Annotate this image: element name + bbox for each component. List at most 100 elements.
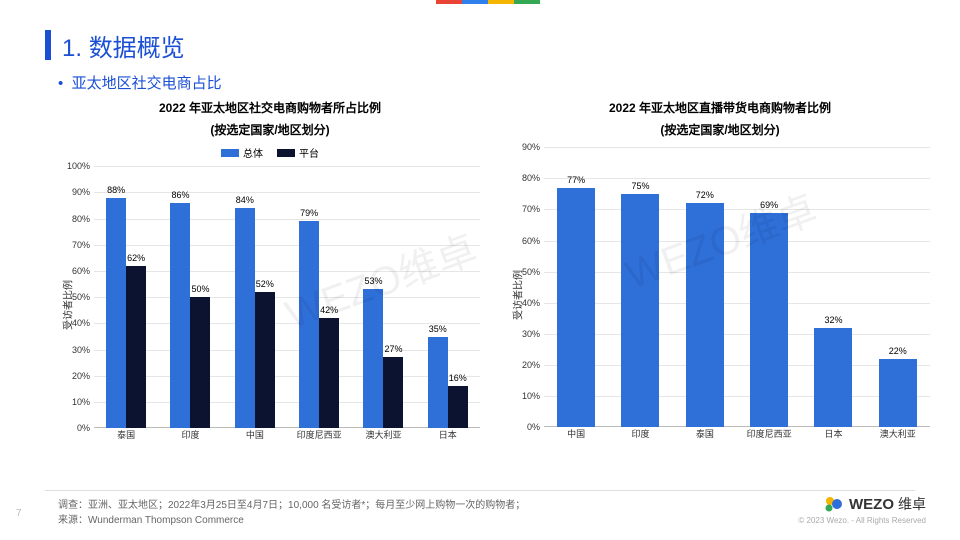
chart-2: 2022 年亚太地区直播带货电商购物者比例 (按选定国家/地区划分) 受访者比例…: [510, 98, 930, 443]
ytick-label: 40%: [60, 318, 90, 328]
logo-text-cn: 维卓: [898, 494, 926, 514]
ytick-label: 80%: [60, 214, 90, 224]
bar-value-label: 16%: [449, 373, 467, 383]
ytick-label: 100%: [60, 161, 90, 171]
bar: 77%: [557, 188, 595, 428]
logo-text-main: WEZO: [849, 496, 894, 513]
footer-divider: [45, 490, 915, 491]
bar-value-label: 79%: [300, 208, 318, 218]
bar-group: 75%: [608, 147, 672, 427]
top-accent: [436, 0, 540, 4]
bar: 42%: [319, 318, 339, 428]
bar: 35%: [428, 337, 448, 429]
legend-item: 平台: [277, 145, 319, 160]
footer-line2: 来源：Wunderman Thompson Commerce: [58, 513, 525, 528]
bar-group: 53%27%: [351, 166, 415, 428]
category-label: 澳大利亚: [866, 427, 930, 443]
chart-1-title-line2: (按选定国家/地区划分): [60, 120, 480, 142]
logo: WEZO 维卓: [823, 494, 926, 514]
bar-value-label: 72%: [696, 190, 714, 200]
legend-swatch: [221, 149, 239, 157]
bar: 16%: [448, 386, 468, 428]
ytick-label: 20%: [60, 371, 90, 381]
heading-text: 数据概览: [89, 35, 185, 62]
heading-number: 1.: [62, 35, 82, 62]
ytick-label: 10%: [510, 391, 540, 401]
ytick-label: 30%: [510, 329, 540, 339]
ytick-label: 20%: [510, 360, 540, 370]
bar-value-label: 53%: [364, 276, 382, 286]
bar-value-label: 88%: [107, 185, 125, 195]
footer-text: 调查：亚洲、亚太地区；2022年3月25日至4月7日；10,000 名受访者*；…: [58, 498, 525, 528]
bar-value-label: 52%: [256, 279, 274, 289]
bar: 62%: [126, 266, 146, 428]
ytick-label: 50%: [60, 292, 90, 302]
ytick-label: 90%: [60, 187, 90, 197]
bar-value-label: 35%: [429, 324, 447, 334]
bar: 50%: [190, 297, 210, 428]
bar: 79%: [299, 221, 319, 428]
chart-1-title: 2022 年亚太地区社交电商购物者所占比例 (按选定国家/地区划分): [60, 98, 480, 141]
bars-row: 88%62%86%50%84%52%79%42%53%27%35%16%: [94, 166, 480, 428]
bar-value-label: 77%: [567, 175, 585, 185]
ytick-label: 70%: [510, 204, 540, 214]
category-label: 日本: [416, 428, 480, 444]
bar: 72%: [686, 203, 724, 427]
bar: 84%: [235, 208, 255, 428]
sub-bullet: • 亚太地区社交电商占比: [58, 72, 222, 93]
ytick-label: 10%: [60, 397, 90, 407]
page-number: 7: [16, 508, 22, 519]
heading-accent-bar: [45, 30, 51, 60]
logo-icon: [823, 495, 845, 513]
chart-2-plot: 受访者比例 0%10%20%30%40%50%60%70%80%90%77%75…: [510, 147, 930, 443]
bar-value-label: 84%: [236, 195, 254, 205]
category-labels: 中国印度泰国印度尼西亚日本澳大利亚: [544, 427, 930, 443]
category-label: 印度尼西亚: [287, 428, 351, 444]
bar: 69%: [750, 213, 788, 428]
chart-1-title-line1: 2022 年亚太地区社交电商购物者所占比例: [60, 98, 480, 120]
legend-swatch: [277, 149, 295, 157]
ytick-label: 50%: [510, 267, 540, 277]
legend-label: 平台: [299, 145, 319, 160]
bar-group: 88%62%: [94, 166, 158, 428]
ytick-label: 80%: [510, 173, 540, 183]
bar-group: 79%42%: [287, 166, 351, 428]
bar-value-label: 50%: [191, 284, 209, 294]
bar-group: 35%16%: [416, 166, 480, 428]
bar: 52%: [255, 292, 275, 428]
bar-group: 77%: [544, 147, 608, 427]
bar: 88%: [106, 198, 126, 429]
footer-line1: 调查：亚洲、亚太地区；2022年3月25日至4月7日；10,000 名受访者*；…: [58, 498, 525, 513]
category-label: 澳大利亚: [351, 428, 415, 444]
ytick-label: 60%: [60, 266, 90, 276]
chart-2-title-line1: 2022 年亚太地区直播带货电商购物者比例: [510, 98, 930, 120]
bar-value-label: 27%: [384, 344, 402, 354]
legend-label: 总体: [243, 145, 263, 160]
category-label: 印度尼西亚: [737, 427, 801, 443]
chart-1: 2022 年亚太地区社交电商购物者所占比例 (按选定国家/地区划分) 总体平台 …: [60, 98, 480, 444]
ytick-label: 40%: [510, 298, 540, 308]
accent-seg-2: [462, 0, 488, 4]
bullet-text: 亚太地区社交电商占比: [72, 75, 222, 92]
category-label: 日本: [801, 427, 865, 443]
bar-group: 32%: [801, 147, 865, 427]
bar-group: 69%: [737, 147, 801, 427]
bar-value-label: 22%: [889, 346, 907, 356]
legend-item: 总体: [221, 145, 263, 160]
category-label: 印度: [608, 427, 672, 443]
bar-value-label: 86%: [171, 190, 189, 200]
ytick-label: 30%: [60, 345, 90, 355]
chart-1-plot: 受访者比例 0%10%20%30%40%50%60%70%80%90%100%8…: [60, 166, 480, 444]
bar-value-label: 42%: [320, 305, 338, 315]
bar: 32%: [814, 328, 852, 428]
slide: 1. 数据概览 • 亚太地区社交电商占比 2022 年亚太地区社交电商购物者所占…: [0, 0, 960, 540]
category-label: 泰国: [94, 428, 158, 444]
bar: 53%: [363, 289, 383, 428]
category-labels: 泰国印度中国印度尼西亚澳大利亚日本: [94, 428, 480, 444]
bar-group: 86%50%: [158, 166, 222, 428]
bar: 27%: [383, 357, 403, 428]
chart-2-title: 2022 年亚太地区直播带货电商购物者比例 (按选定国家/地区划分): [510, 98, 930, 141]
bar: 86%: [170, 203, 190, 428]
bar-group: 22%: [866, 147, 930, 427]
chart-2-title-line2: (按选定国家/地区划分): [510, 120, 930, 142]
